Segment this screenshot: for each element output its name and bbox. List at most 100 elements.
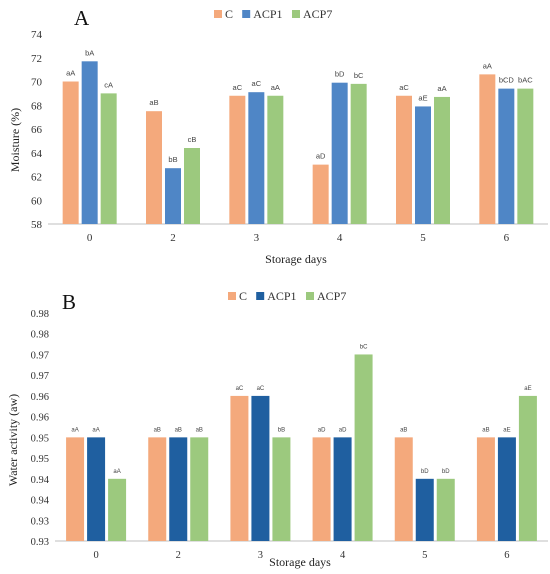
panel-a-bar-c-day-4 bbox=[312, 164, 329, 224]
panel-b-bar-label: bD bbox=[421, 469, 429, 475]
panel-b-legend-swatch-acp1 bbox=[256, 292, 265, 300]
panel-b-bar-label: aB bbox=[154, 427, 161, 433]
panel-b-bar-label: aC bbox=[236, 386, 244, 392]
panel-a-ytick-label: 62 bbox=[31, 172, 42, 184]
panel-a-bar-acp1-day-0 bbox=[81, 61, 98, 224]
panel-b-bar-c-day-3 bbox=[230, 395, 249, 541]
panel-a-bar-acp7-day-2 bbox=[184, 148, 200, 224]
panel-a-xtick-label: 3 bbox=[254, 232, 260, 244]
panel-a-bar-label: aC bbox=[252, 79, 262, 88]
panel-b-plot: 0.93 0.93 0.94 0.94 0.95 0.95 0.96 0.96 0.97 0.97… bbox=[31, 289, 548, 561]
panel-b-bar-label: aB bbox=[400, 427, 407, 433]
panel-a-bar-label: bCD bbox=[499, 76, 515, 85]
panel-b-xtick-label: 6 bbox=[504, 550, 509, 561]
panel-b-xtick-label: 2 bbox=[176, 550, 181, 561]
panel-a-ytick-label: 72 bbox=[31, 53, 42, 65]
panel-a-legend-swatch-acp7 bbox=[292, 10, 300, 18]
panel-b-bar-label: aE bbox=[503, 427, 510, 433]
panel-b-bar-acp7-day-2 bbox=[190, 437, 209, 541]
panel-a-bar-label: cA bbox=[104, 80, 113, 89]
panel-a-ytick-label: 64 bbox=[31, 148, 43, 160]
panel-a-bar-label: aA bbox=[483, 61, 492, 70]
panel-a-bar-c-day-5 bbox=[396, 95, 412, 224]
panel-b-ytick-label: 0.93 bbox=[31, 537, 49, 548]
panel-b-bar-acp7-day-3 bbox=[272, 437, 291, 541]
panel-b-ylabel: Water activity (aw) bbox=[6, 394, 20, 486]
panel-b-xtick-label: 5 bbox=[422, 550, 427, 561]
panel-b-ytick-label: 0.97 bbox=[31, 371, 49, 382]
panel-b-bar-acp1-day-6 bbox=[497, 437, 516, 541]
panel-a-ytick-label: 58 bbox=[31, 219, 43, 231]
panel-b-ytick-label: 0.96 bbox=[31, 392, 49, 403]
panel-a-bar-acp1-day-5 bbox=[415, 106, 431, 224]
panel-a-bar-label: aA bbox=[437, 84, 446, 93]
panel-b-ytick-label: 0.93 bbox=[31, 516, 49, 527]
panel-a-bar-acp1-day-4 bbox=[331, 82, 348, 224]
panel-b-bar-acp7-day-4 bbox=[354, 354, 373, 541]
panel-a-bar-label: bB bbox=[168, 155, 177, 164]
panel-a-bar-label: bC bbox=[354, 71, 364, 80]
panel-a-bar-acp7-day-4 bbox=[350, 83, 367, 224]
panel-b-xlabel: Storage days bbox=[269, 555, 331, 569]
panel-a-bar-c-day-6 bbox=[479, 74, 496, 224]
panel-a-bar-label: aD bbox=[316, 152, 326, 161]
panel-a-bar-label: aC bbox=[233, 83, 243, 92]
panel-a-xtick-label: 5 bbox=[420, 232, 426, 244]
panel-a-bar-acp7-day-0 bbox=[100, 93, 117, 224]
panel-a-ylabel: Moisture (%) bbox=[8, 108, 22, 172]
panel-b-bar-label: aB bbox=[175, 427, 182, 433]
panel-a-bar-label: aE bbox=[418, 93, 427, 102]
panel-b-bar-c-day-2 bbox=[148, 437, 167, 541]
panel-b-xtick-label: 0 bbox=[93, 550, 98, 561]
panel-b-bar-acp1-day-4 bbox=[333, 437, 352, 541]
panel-a-ytick-label: 68 bbox=[31, 100, 43, 112]
panel-a-bar-label: aC bbox=[399, 83, 409, 92]
panel-b-bar-acp7-day-0 bbox=[108, 478, 127, 541]
panel-a-bar-acp7-day-3 bbox=[267, 95, 284, 224]
panel-b-bar-acp7-day-5 bbox=[436, 478, 455, 541]
panel-a-bar-acp1-day-3 bbox=[248, 92, 265, 224]
panel-b-ytick-label: 0.95 bbox=[31, 454, 49, 465]
panel-a-legend-swatch-c bbox=[214, 10, 222, 18]
panel-a-ytick-label: 66 bbox=[31, 124, 43, 136]
panel-a-bar-label: bAC bbox=[518, 76, 533, 85]
panel-b-ytick-label: 0.96 bbox=[31, 413, 49, 424]
panel-b-bar-label: aE bbox=[524, 386, 531, 392]
panel-b-ytick-label: 0.98 bbox=[31, 330, 49, 341]
panel-b-ytick-label: 0.94 bbox=[31, 496, 50, 507]
panel-b-bar-c-day-6 bbox=[476, 437, 495, 541]
panel-b-bar-acp1-day-3 bbox=[251, 395, 270, 541]
panel-b-bar-label: aA bbox=[113, 469, 120, 475]
panel-a-ytick-label: 70 bbox=[31, 77, 43, 89]
panel-a-bar-acp1-day-2 bbox=[165, 168, 181, 224]
panel-b-bar-c-day-4 bbox=[312, 437, 331, 541]
panel-a-bar-acp7-day-6 bbox=[517, 88, 534, 224]
panel-b-ytick-label: 0.97 bbox=[31, 350, 49, 361]
panel-a-bar-c-day-0 bbox=[62, 81, 79, 224]
panel-a-bar-label: aA bbox=[271, 83, 280, 92]
panel-b-xtick-label: 4 bbox=[340, 550, 346, 561]
panel-a-xlabel: Storage days bbox=[265, 252, 327, 266]
panel-a-bar-label: bD bbox=[335, 70, 345, 79]
panel-b-bar-label: aD bbox=[318, 427, 326, 433]
panel-a-bar-label: cB bbox=[188, 135, 197, 144]
panel-a-xtick-label: 2 bbox=[170, 232, 176, 244]
panel-b-bar-label: aA bbox=[71, 427, 78, 433]
panel-a-bar-acp7-day-5 bbox=[434, 96, 450, 224]
panel-b-xtick-label: 3 bbox=[258, 550, 263, 561]
panel-b-bar-c-day-5 bbox=[394, 437, 413, 541]
panel-b-legend-swatch-c bbox=[228, 292, 236, 300]
panel-b-bar-acp1-day-0 bbox=[87, 437, 106, 541]
panel-a-xtick-label: 0 bbox=[87, 232, 93, 244]
panel-b-bar-label: bD bbox=[442, 469, 450, 475]
panel-a-legend-label: ACP1 bbox=[253, 7, 282, 21]
panel-a-xtick-label: 6 bbox=[504, 232, 510, 244]
panel-b-bar-acp1-day-2 bbox=[169, 437, 188, 541]
panel-a-ytick-label: 60 bbox=[31, 195, 43, 207]
panel-b-ytick-label: 0.98 bbox=[31, 309, 49, 320]
panel-b-ytick-label: 0.95 bbox=[31, 433, 49, 444]
panel-b-bar-label: aC bbox=[257, 386, 265, 392]
panel-a-bar-acp1-day-6 bbox=[498, 88, 515, 224]
